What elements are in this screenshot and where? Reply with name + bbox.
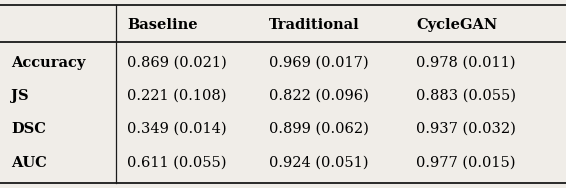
Text: 0.937 (0.032): 0.937 (0.032): [416, 122, 516, 136]
Text: JS: JS: [11, 89, 29, 103]
Text: 0.869 (0.021): 0.869 (0.021): [127, 56, 227, 70]
Text: 0.883 (0.055): 0.883 (0.055): [416, 89, 516, 103]
Text: CycleGAN: CycleGAN: [416, 18, 498, 32]
Text: 0.978 (0.011): 0.978 (0.011): [416, 56, 516, 70]
Text: 0.221 (0.108): 0.221 (0.108): [127, 89, 227, 103]
Text: 0.924 (0.051): 0.924 (0.051): [269, 156, 368, 170]
Text: AUC: AUC: [11, 156, 47, 170]
Text: 0.822 (0.096): 0.822 (0.096): [269, 89, 368, 103]
Text: Baseline: Baseline: [127, 18, 198, 32]
Text: Accuracy: Accuracy: [11, 56, 85, 70]
Text: Traditional: Traditional: [269, 18, 359, 32]
Text: 0.969 (0.017): 0.969 (0.017): [269, 56, 368, 70]
Text: 0.977 (0.015): 0.977 (0.015): [416, 156, 516, 170]
Text: 0.349 (0.014): 0.349 (0.014): [127, 122, 227, 136]
Text: 0.899 (0.062): 0.899 (0.062): [269, 122, 368, 136]
Text: 0.611 (0.055): 0.611 (0.055): [127, 156, 227, 170]
Text: DSC: DSC: [11, 122, 46, 136]
